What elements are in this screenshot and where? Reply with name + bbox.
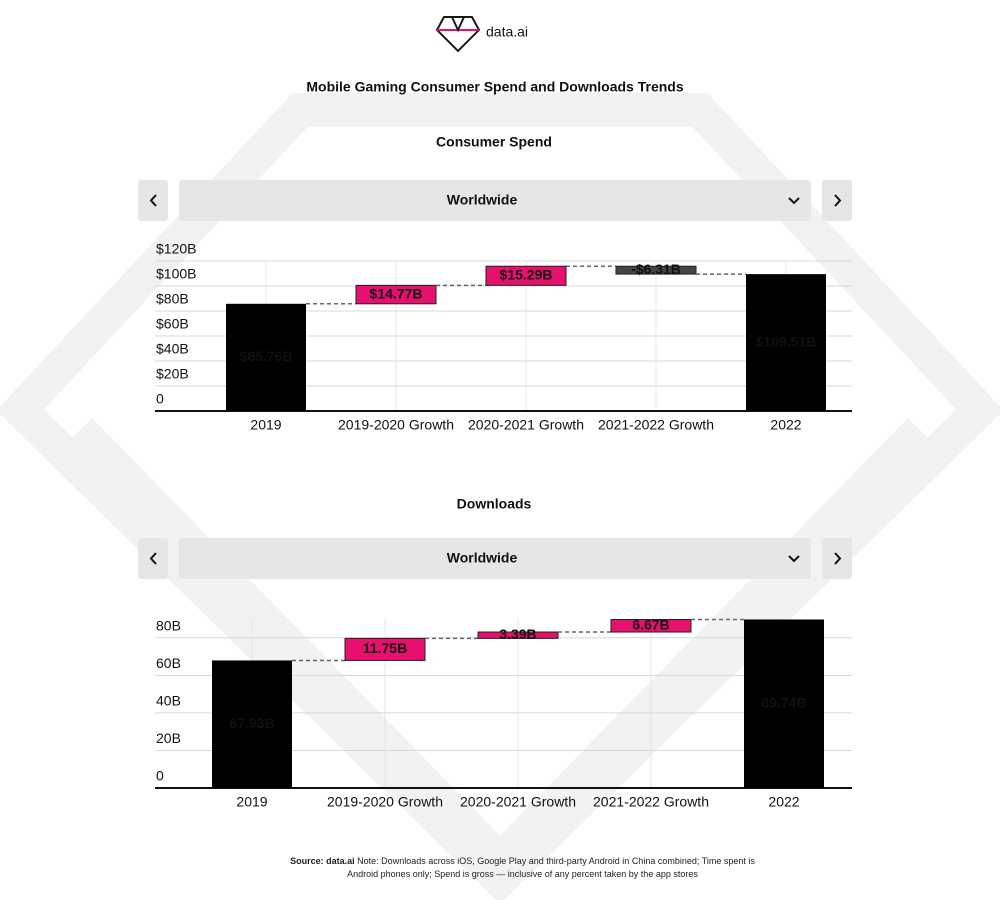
x-tick-label: 2021-2022 Growth: [593, 794, 709, 810]
x-tick-label: 2020-2021 Growth: [460, 794, 576, 810]
x-tick-label: 2022: [768, 794, 799, 810]
x-tick-label: 2020-2021 Growth: [468, 417, 584, 433]
bar: [344, 637, 426, 661]
dropdown-icon: [788, 555, 800, 563]
x-tick-label: 2019: [250, 417, 281, 433]
bar: [744, 619, 824, 788]
bar: [477, 631, 559, 639]
next-button[interactable]: [822, 180, 852, 221]
value-label: 6.67B: [632, 616, 669, 632]
logo-text: data.ai: [486, 24, 528, 40]
x-tick-label: 2019: [236, 794, 267, 810]
x-tick-label: 2022: [770, 417, 801, 433]
value-label: $14.77B: [370, 285, 423, 301]
bar: [226, 303, 306, 411]
y-tick-label: 40B: [156, 693, 181, 709]
bar: [610, 618, 692, 633]
bar: [212, 660, 292, 788]
prev-button[interactable]: [138, 180, 168, 221]
bar: [746, 274, 826, 411]
y-tick-label: $40B: [156, 341, 189, 357]
next-icon: [834, 194, 842, 207]
chart-title: Consumer Spend: [436, 134, 552, 150]
value-label: $15.29B: [500, 266, 553, 282]
x-tick-label: 2021-2022 Growth: [598, 417, 714, 433]
footer: Source: data.ai Note: Downloads across i…: [280, 855, 765, 881]
x-tick-label: 2019-2020 Growth: [327, 794, 443, 810]
page-title: Mobile Gaming Consumer Spend and Downloa…: [306, 79, 683, 95]
y-tick-label: 60B: [156, 655, 181, 671]
value-label: 3.39B: [499, 626, 536, 642]
y-tick-label: $100B: [156, 266, 196, 282]
prev-button[interactable]: [138, 538, 168, 579]
y-tick-label: 80B: [156, 617, 181, 633]
chart-title: Downloads: [457, 496, 532, 512]
y-tick-label: $80B: [156, 291, 189, 307]
note: Note: Downloads across iOS, Google Play …: [347, 856, 755, 879]
prev-icon: [149, 194, 157, 207]
next-button[interactable]: [822, 538, 852, 579]
value-label: 11.75B: [363, 640, 407, 656]
bar: [615, 265, 697, 275]
y-tick-label: 0: [156, 768, 164, 784]
value-label: 89.74B: [761, 694, 806, 710]
value-label: $85.76B: [240, 348, 293, 364]
bar: [485, 265, 567, 286]
x-tick-label: 2019-2020 Growth: [338, 417, 454, 433]
y-tick-label: $120B: [156, 241, 196, 257]
selector[interactable]: [179, 180, 811, 221]
logo-icon: [435, 16, 481, 53]
source: Source: data.ai: [290, 856, 355, 866]
y-tick-label: $60B: [156, 316, 189, 332]
bar: [355, 284, 437, 305]
value-label: -$6.31B: [631, 261, 681, 277]
next-icon: [834, 552, 842, 565]
y-tick-label: $20B: [156, 366, 189, 382]
y-tick-label: 0: [156, 391, 164, 407]
selector-label: Worldwide: [447, 192, 518, 208]
prev-icon: [149, 552, 157, 565]
y-tick-label: 20B: [156, 730, 181, 746]
value-label: $109.51B: [756, 333, 817, 349]
value-label: 67.93B: [229, 715, 274, 731]
selector-label: Worldwide: [447, 550, 518, 566]
selector[interactable]: [179, 538, 811, 579]
dropdown-icon: [788, 197, 800, 205]
